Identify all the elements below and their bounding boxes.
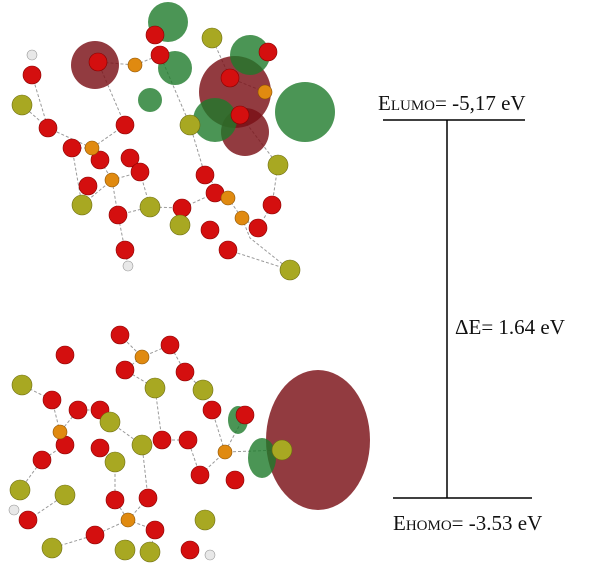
atom — [106, 491, 124, 509]
orbital-lobe — [248, 438, 276, 478]
atom — [86, 526, 104, 544]
atom — [176, 363, 194, 381]
atom — [12, 375, 32, 395]
homo-molecule — [9, 326, 370, 562]
atom — [219, 241, 237, 259]
atom — [181, 541, 199, 559]
atom — [72, 195, 92, 215]
atom — [56, 346, 74, 364]
atom — [231, 106, 249, 124]
orbital-lobe — [193, 98, 237, 142]
value: = -5,17 eV — [435, 91, 526, 115]
atom — [105, 452, 125, 472]
atom — [263, 196, 281, 214]
atom — [116, 116, 134, 134]
atom — [202, 28, 222, 48]
lumo-label: ELUMO= -5,17 eV — [378, 91, 526, 115]
atom — [195, 510, 215, 530]
figure: ELUMO= -5,17 eV ΔE= 1.64 eV EHOMO= -3.53… — [0, 0, 604, 566]
atom — [19, 511, 37, 529]
atom — [196, 166, 214, 184]
atom — [280, 260, 300, 280]
atom — [116, 241, 134, 259]
atom — [69, 401, 87, 419]
atom — [179, 431, 197, 449]
atom — [146, 26, 164, 44]
atom — [236, 406, 254, 424]
orbital-lobe — [275, 82, 335, 142]
lumo-molecule — [12, 2, 335, 280]
atom — [89, 53, 107, 71]
atom — [259, 43, 277, 61]
atom — [201, 221, 219, 239]
atom — [33, 451, 51, 469]
atom — [221, 69, 239, 87]
homo-label: EHOMO= -3.53 eV — [393, 511, 542, 535]
atom — [272, 440, 292, 460]
gap-label: ΔE= 1.64 eV — [455, 315, 565, 339]
atom — [105, 173, 119, 187]
atom — [135, 350, 149, 364]
atom — [100, 412, 120, 432]
value: = -3.53 eV — [452, 511, 543, 535]
atom — [91, 439, 109, 457]
subscript: HOMO — [406, 518, 452, 534]
atom — [12, 95, 32, 115]
atom — [121, 513, 135, 527]
atom — [42, 538, 62, 558]
atom — [146, 521, 164, 539]
atom — [180, 115, 200, 135]
atom — [111, 326, 129, 344]
atom — [79, 177, 97, 195]
atom — [145, 378, 165, 398]
atom — [131, 163, 149, 181]
atom — [170, 215, 190, 235]
atom — [43, 391, 61, 409]
symbol: E — [393, 511, 406, 535]
atom — [53, 425, 67, 439]
atom — [151, 46, 169, 64]
atom — [23, 66, 41, 84]
atom — [191, 466, 209, 484]
atom — [268, 155, 288, 175]
atom — [109, 206, 127, 224]
atom — [221, 191, 235, 205]
atom — [258, 85, 272, 99]
atom — [153, 431, 171, 449]
atom — [39, 119, 57, 137]
atom — [173, 199, 191, 217]
atom — [235, 211, 249, 225]
atom — [226, 471, 244, 489]
atom — [10, 480, 30, 500]
atom — [139, 489, 157, 507]
atom — [140, 542, 160, 562]
atom — [140, 197, 160, 217]
atom — [128, 58, 142, 72]
atom — [55, 485, 75, 505]
atom — [132, 435, 152, 455]
atom — [161, 336, 179, 354]
atom — [115, 540, 135, 560]
atom — [218, 445, 232, 459]
energy-diagram: ELUMO= -5,17 eV ΔE= 1.64 eV EHOMO= -3.53… — [378, 91, 565, 535]
subscript: LUMO — [391, 98, 435, 114]
orbital-lobe — [138, 88, 162, 112]
atom — [116, 361, 134, 379]
atom — [63, 139, 81, 157]
symbol: E — [378, 91, 391, 115]
atom — [9, 505, 19, 515]
atom — [205, 550, 215, 560]
atom — [203, 401, 221, 419]
atom — [193, 380, 213, 400]
atom — [123, 261, 133, 271]
atom — [27, 50, 37, 60]
atom — [249, 219, 267, 237]
atom — [85, 141, 99, 155]
